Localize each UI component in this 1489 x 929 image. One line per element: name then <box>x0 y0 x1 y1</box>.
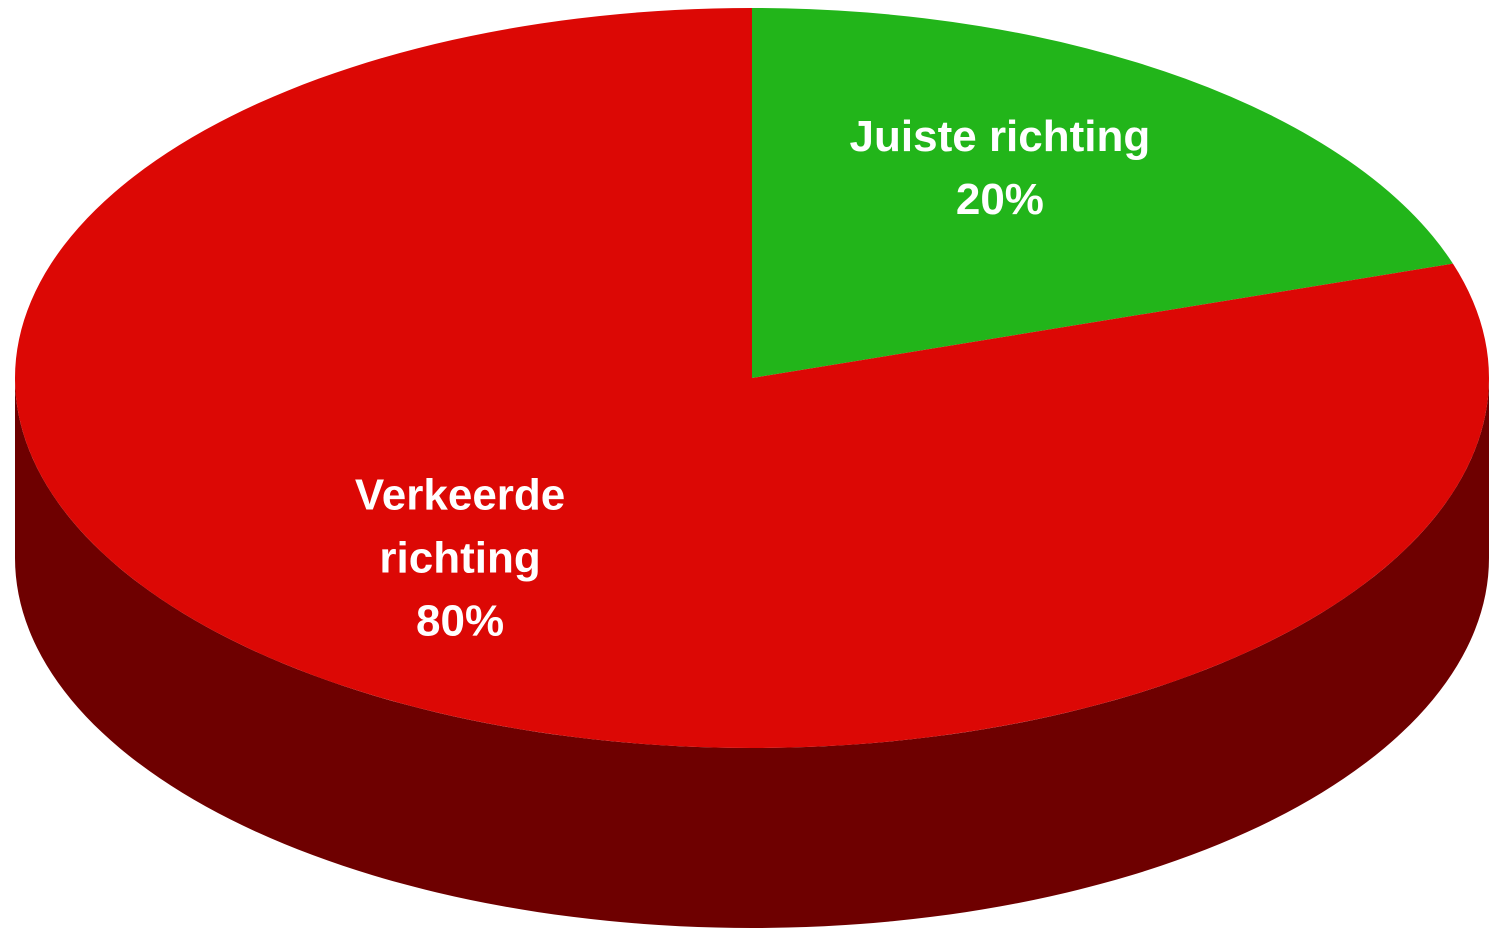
category-label: Verkeerde richting <box>354 470 566 583</box>
value-label: 80% <box>416 596 505 646</box>
value-label: 20% <box>955 175 1044 225</box>
slice-label: Verkeerde richting 80% <box>310 463 610 652</box>
pie-slice <box>752 8 1453 378</box>
category-label: Juiste richting <box>849 112 1151 162</box>
pie-slice <box>15 8 1489 748</box>
pie-side <box>15 378 1489 928</box>
slice-label: Juiste richting 20% <box>800 105 1200 231</box>
